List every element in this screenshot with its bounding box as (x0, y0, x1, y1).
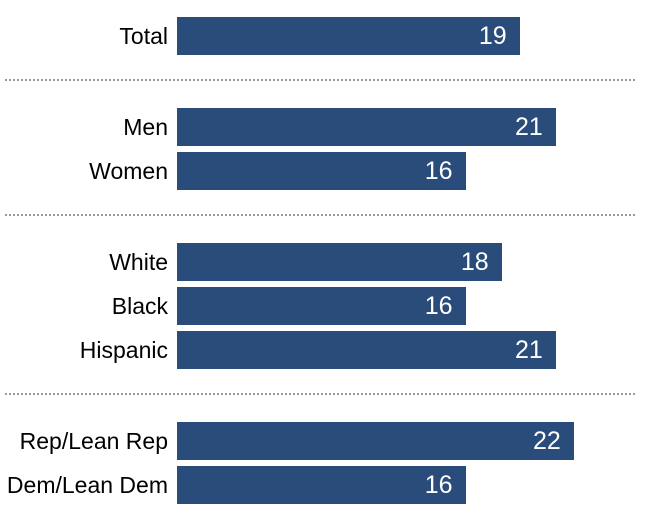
bar-row: White 18 (0, 243, 664, 281)
bar-track: 16 (177, 152, 664, 190)
bar-row: Rep/Lean Rep 22 (0, 422, 664, 460)
bar-row: Black 16 (0, 287, 664, 325)
bar-track: 16 (177, 287, 664, 325)
bar-row: Women 16 (0, 152, 664, 190)
bar-track: 22 (177, 422, 664, 460)
bar-group-total: Total 19 (0, 17, 664, 55)
category-label: Dem/Lean Dem (6, 471, 168, 498)
bar: 16 (177, 152, 466, 190)
bar-group-white-black-hispanic: White 18 Black 16 Hispanic 21 (0, 243, 664, 369)
bar: 19 (177, 17, 520, 55)
bar: 18 (177, 243, 502, 281)
bar-track: 16 (177, 466, 664, 504)
bar-track: 21 (177, 108, 664, 146)
value-label: 21 (514, 112, 543, 141)
value-label: 16 (424, 470, 453, 499)
value-label: 16 (424, 291, 453, 320)
bar-group-men-women: Men 21 Women 16 (0, 108, 664, 190)
bar-track: 21 (177, 331, 664, 369)
value-label: 19 (478, 21, 507, 50)
value-label: 21 (514, 335, 543, 364)
category-label: Women (89, 157, 168, 184)
bar: 22 (177, 422, 574, 460)
group-separator (5, 79, 637, 81)
category-label: Total (119, 22, 168, 49)
bar-track: 19 (177, 17, 664, 55)
bar-row: Hispanic 21 (0, 331, 664, 369)
bar: 16 (177, 287, 466, 325)
value-label: 16 (424, 156, 453, 185)
bar-group-rep-dem: Rep/Lean Rep 22 Dem/Lean Dem 16 (0, 422, 664, 504)
value-label: 18 (460, 247, 489, 276)
bar: 21 (177, 331, 556, 369)
category-label: Rep/Lean Rep (19, 427, 168, 454)
group-separator (5, 393, 637, 395)
group-separator (5, 214, 637, 216)
bar-row: Total 19 (0, 17, 664, 55)
category-label: Black (111, 292, 168, 319)
bar: 16 (177, 466, 466, 504)
bar-row: Men 21 (0, 108, 664, 146)
category-label: Men (123, 113, 168, 140)
category-label: White (109, 248, 168, 275)
bar: 21 (177, 108, 556, 146)
bar-track: 18 (177, 243, 664, 281)
category-label: Hispanic (79, 336, 168, 363)
bar-row: Dem/Lean Dem 16 (0, 466, 664, 504)
value-label: 22 (533, 426, 561, 455)
